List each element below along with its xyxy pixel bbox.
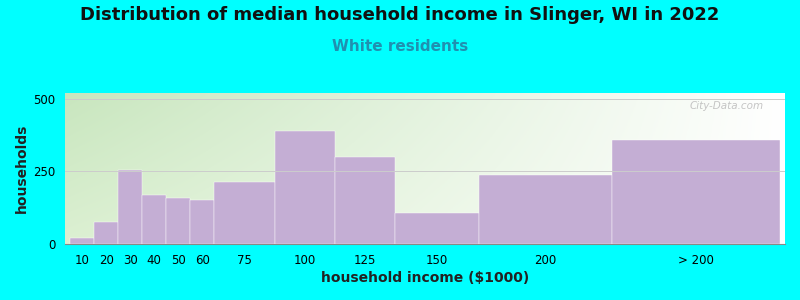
Text: Distribution of median household income in Slinger, WI in 2022: Distribution of median household income … [80, 6, 720, 24]
Bar [94, 222, 118, 244]
Bar [612, 140, 780, 244]
Bar [479, 175, 612, 244]
Bar [334, 157, 395, 244]
Bar [274, 131, 334, 244]
Bar [214, 182, 274, 244]
Bar [142, 195, 166, 244]
Bar [166, 198, 190, 244]
Text: White residents: White residents [332, 39, 468, 54]
Bar [190, 200, 214, 244]
Text: City-Data.com: City-Data.com [690, 100, 763, 111]
Y-axis label: households: households [15, 124, 29, 213]
Bar [118, 170, 142, 244]
Bar [70, 238, 94, 244]
X-axis label: household income ($1000): household income ($1000) [321, 271, 529, 285]
Bar [395, 213, 479, 244]
